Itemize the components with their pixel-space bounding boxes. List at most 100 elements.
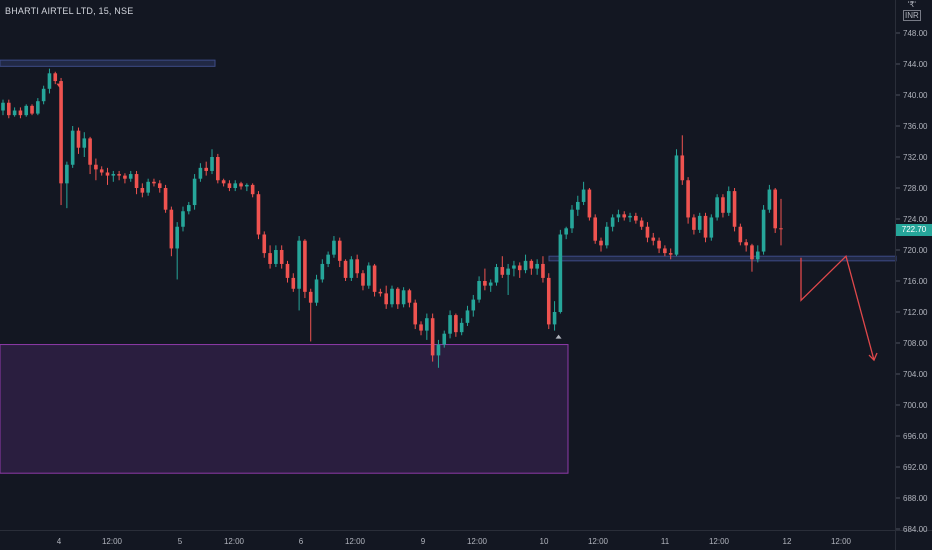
candle bbox=[227, 180, 232, 192]
candle bbox=[425, 313, 429, 340]
candle bbox=[512, 260, 516, 277]
candle bbox=[285, 260, 290, 283]
candle bbox=[483, 268, 487, 291]
candle bbox=[181, 206, 185, 232]
candle-body bbox=[99, 169, 104, 173]
candle bbox=[12, 107, 17, 117]
candle-body bbox=[454, 315, 458, 333]
candle-body bbox=[41, 88, 46, 102]
candle bbox=[721, 194, 725, 218]
candle-body bbox=[564, 228, 568, 235]
candle-body bbox=[181, 211, 185, 227]
candle-body bbox=[59, 81, 63, 184]
candle bbox=[105, 167, 110, 185]
candle-body bbox=[245, 184, 249, 187]
candle-body bbox=[715, 197, 719, 218]
price-tick-label: 684.00 bbox=[903, 525, 928, 534]
projection-path[interactable] bbox=[800, 254, 875, 361]
candle-body bbox=[210, 157, 214, 171]
price-tick-label: 704.00 bbox=[903, 370, 928, 379]
candle-body bbox=[692, 217, 696, 230]
candle bbox=[523, 254, 528, 274]
candle bbox=[430, 313, 435, 362]
candle bbox=[128, 170, 133, 182]
candle-body bbox=[506, 268, 510, 275]
candle-body bbox=[221, 180, 226, 184]
candle-body bbox=[1, 102, 5, 111]
candle bbox=[175, 222, 179, 280]
candle-body bbox=[657, 240, 661, 249]
candle bbox=[750, 243, 754, 272]
candle bbox=[663, 245, 667, 257]
candle bbox=[570, 205, 574, 233]
candle bbox=[390, 285, 394, 308]
candle-body bbox=[593, 217, 598, 241]
candle bbox=[134, 170, 139, 195]
candle-body bbox=[140, 188, 145, 193]
candle bbox=[349, 256, 354, 281]
candle-body bbox=[268, 253, 272, 264]
candle bbox=[53, 71, 58, 85]
candle bbox=[372, 263, 377, 297]
candle-body bbox=[651, 237, 656, 241]
candle bbox=[587, 188, 592, 221]
currency-label[interactable]: ʹ₹ʹ INR bbox=[903, 0, 921, 21]
candle bbox=[233, 180, 238, 192]
candle-body bbox=[303, 240, 307, 292]
candle bbox=[697, 212, 702, 233]
candle-body bbox=[123, 175, 127, 179]
candle bbox=[581, 181, 586, 206]
candle-body bbox=[552, 312, 557, 325]
candle bbox=[558, 229, 563, 314]
candle-body bbox=[570, 209, 574, 229]
candle-body bbox=[262, 234, 267, 254]
time-tick-label: 12:00 bbox=[831, 537, 852, 546]
time-tick-label: 5 bbox=[178, 537, 183, 546]
candle bbox=[686, 177, 690, 224]
time-tick-label: 12:00 bbox=[224, 537, 245, 546]
candle-body bbox=[274, 250, 278, 264]
candle bbox=[610, 214, 615, 232]
candle bbox=[297, 236, 301, 311]
candle-body bbox=[88, 138, 92, 165]
supply-zone[interactable] bbox=[0, 59, 216, 67]
candle-body bbox=[732, 191, 737, 227]
candle bbox=[465, 305, 470, 326]
time-tick-label: 12:00 bbox=[588, 537, 609, 546]
demand-zone[interactable] bbox=[0, 344, 569, 474]
candle bbox=[192, 174, 197, 210]
time-scale[interactable]: 4 12:00 5 12:00 6 12:00 9 12:00 10 12:00 11 12:00 12… bbox=[57, 537, 852, 546]
candle bbox=[378, 288, 383, 297]
candle-body bbox=[639, 220, 644, 227]
symbol-title[interactable]: BHARTI AIRTEL LTD, 15, NSE bbox=[5, 6, 134, 16]
candle bbox=[152, 178, 156, 187]
price-scale[interactable]: 748.00 744.00 740.00 736.00 732.00 728.00 724.… bbox=[896, 29, 928, 534]
candle-body bbox=[767, 189, 772, 210]
candle-body bbox=[634, 215, 638, 221]
candle-body bbox=[761, 209, 766, 252]
candle bbox=[239, 181, 243, 190]
candle bbox=[384, 285, 388, 309]
candle bbox=[157, 180, 162, 193]
candle bbox=[210, 149, 214, 175]
candle bbox=[221, 178, 226, 187]
candle-body bbox=[680, 155, 685, 181]
candle-body bbox=[7, 102, 11, 116]
time-tick-label: 4 bbox=[57, 537, 62, 546]
candle bbox=[36, 98, 40, 116]
candle bbox=[436, 339, 441, 368]
candle bbox=[419, 321, 423, 336]
candle bbox=[407, 288, 412, 308]
candle-body bbox=[703, 215, 708, 238]
candle-body bbox=[36, 101, 40, 114]
candle bbox=[326, 251, 330, 268]
candle bbox=[599, 237, 603, 252]
candle bbox=[605, 222, 609, 249]
candle bbox=[732, 188, 737, 232]
candle-body bbox=[512, 265, 516, 269]
candle bbox=[250, 183, 255, 198]
fractal-up-marker bbox=[555, 334, 562, 339]
price-tick-label: 708.00 bbox=[903, 339, 928, 348]
candle-body bbox=[488, 282, 493, 286]
